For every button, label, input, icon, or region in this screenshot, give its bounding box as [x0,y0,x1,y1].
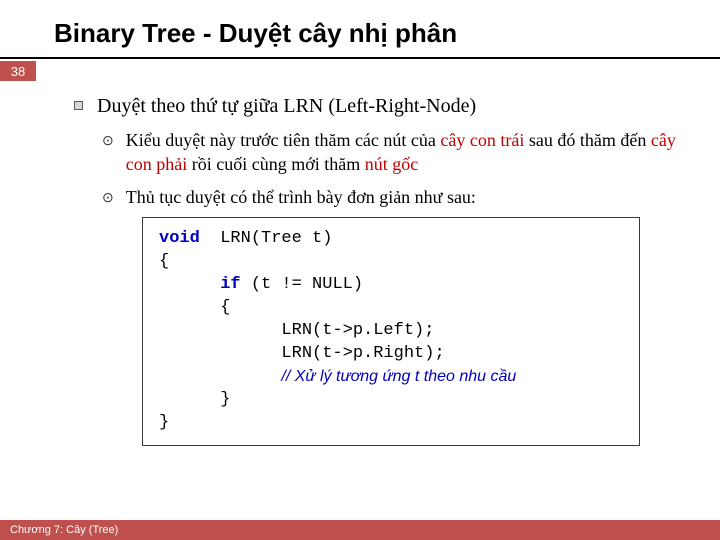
code-l5: LRN(t->p.Left); [159,321,434,340]
code-block: void LRN(Tree t) { if (t != NULL) { LRN(… [142,217,640,446]
code-l2: { [159,252,169,271]
footer-text: Chương 7: Cây (Tree) [10,524,118,536]
sub1-r1: cây con trái [440,130,524,150]
sub-text-1: Kiểu duyệt này trước tiên thăm các nút c… [126,128,680,177]
sub1-r3: nút gốc [365,154,419,174]
sub-text-2: Thủ tục duyệt có thể trình bày đơn giản … [126,185,476,209]
kw-void: void [159,229,200,248]
page-number: 38 [0,61,36,81]
footer-bar: Chương 7: Cây (Tree) [0,520,720,540]
sub1-p2: sau đó thăm đến [524,130,650,150]
content-area: Duyệt theo thứ tự giữa LRN (Left-Right-N… [0,81,720,446]
sub-list: ⊙ Kiểu duyệt này trước tiên thăm các nút… [74,128,680,446]
code-l9: } [159,413,169,432]
sub-item-2: ⊙ Thủ tục duyệt có thể trình bày đơn giả… [102,185,680,209]
slide-title: Binary Tree - Duyệt cây nhị phân [0,0,720,57]
main-bullet-text: Duyệt theo thứ tự giữa LRN (Left-Right-N… [97,95,476,118]
main-bullet-row: Duyệt theo thứ tự giữa LRN (Left-Right-N… [74,95,680,118]
circle-bullet-icon: ⊙ [102,132,114,149]
code-l1b: LRN(Tree t) [200,229,333,248]
sub-item-1: ⊙ Kiểu duyệt này trước tiên thăm các nút… [102,128,680,177]
code-l8: } [159,390,230,409]
code-l3c: (t != NULL) [241,275,363,294]
sub1-p3: rồi cuối cùng mới thăm [187,154,365,174]
code-comment: // Xử lý tương ứng t theo nhu cầu [281,368,516,385]
circle-bullet-icon: ⊙ [102,189,114,206]
title-divider [0,57,720,59]
page-number-bar: 38 [0,61,720,81]
square-bullet-icon [74,101,83,110]
code-l4: { [159,298,230,317]
sub1-p1: Kiểu duyệt này trước tiên thăm các nút c… [126,130,441,150]
kw-if: if [220,275,240,294]
code-l3a [159,275,220,294]
code-l6: LRN(t->p.Right); [159,344,445,363]
code-l7a [159,368,281,387]
